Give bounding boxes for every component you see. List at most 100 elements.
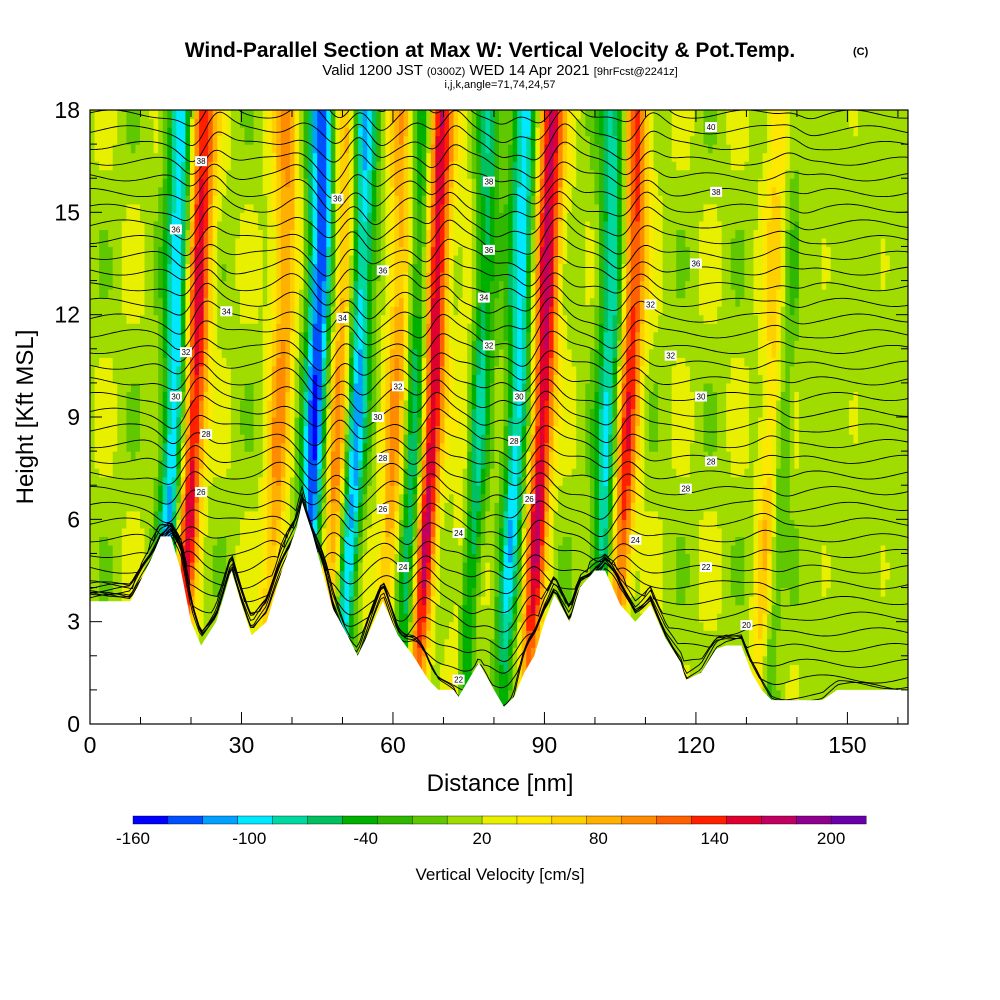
field-cell	[153, 340, 159, 350]
field-cell	[239, 237, 246, 248]
field-cell	[308, 110, 314, 120]
field-cell	[262, 476, 268, 486]
field-cell	[185, 297, 191, 307]
field-cell	[371, 425, 377, 435]
field-cell	[126, 425, 132, 435]
field-cell	[253, 357, 259, 367]
field-cell	[221, 178, 227, 188]
field-cell	[289, 331, 296, 341]
field-cell	[130, 280, 137, 290]
field-cell	[203, 587, 209, 597]
field-cell	[403, 570, 409, 580]
field-cell	[376, 561, 382, 572]
field-cell	[303, 493, 309, 503]
field-cell	[349, 527, 355, 537]
field-cell	[358, 476, 364, 486]
field-cell	[335, 127, 341, 137]
field-cell	[149, 365, 155, 375]
field-cell	[371, 604, 377, 614]
field-cell	[380, 161, 386, 171]
field-cell	[194, 434, 200, 444]
field-cell	[312, 519, 318, 529]
field-cell	[371, 186, 377, 196]
field-cell	[149, 297, 155, 307]
field-cell	[253, 254, 259, 265]
field-cell	[130, 169, 137, 179]
field-cell	[394, 178, 400, 188]
field-cell	[385, 195, 391, 205]
field-cell	[130, 272, 137, 282]
field-cell	[121, 544, 127, 555]
field-cell	[285, 374, 291, 384]
field-cell	[171, 237, 177, 248]
field-cell	[90, 203, 96, 213]
field-cell	[394, 434, 400, 444]
field-cell	[99, 306, 105, 316]
field-cell	[217, 536, 223, 546]
field-cell	[144, 425, 150, 435]
field-cell	[326, 417, 332, 427]
field-cell	[371, 118, 377, 128]
field-cell	[376, 374, 382, 384]
field-cell	[258, 272, 264, 282]
field-cell	[217, 527, 223, 537]
field-cell	[285, 425, 291, 435]
field-cell	[208, 169, 214, 179]
field-cell	[271, 425, 277, 435]
field-cell	[358, 331, 364, 341]
field-cell	[126, 323, 132, 333]
field-cell	[90, 152, 96, 162]
field-cell	[103, 272, 109, 282]
field-cell	[162, 272, 168, 282]
field-cell	[371, 613, 377, 623]
field-cell	[103, 493, 109, 503]
field-cell	[135, 237, 141, 248]
field-cell	[99, 357, 105, 367]
field-cell	[289, 374, 296, 384]
field-cell	[276, 553, 282, 563]
field-cell	[121, 493, 127, 503]
field-cell	[99, 391, 105, 401]
field-cell	[226, 195, 232, 205]
field-cell	[385, 246, 391, 256]
field-cell	[280, 468, 287, 478]
field-cell	[394, 442, 400, 452]
field-cell	[380, 169, 386, 179]
field-cell	[258, 459, 264, 469]
field-cell	[176, 434, 182, 444]
field-cell	[371, 237, 377, 248]
field-cell	[326, 161, 332, 171]
field-cell	[349, 459, 355, 469]
field-cell	[299, 425, 305, 435]
field-cell	[367, 510, 373, 520]
field-cell	[199, 254, 205, 265]
field-cell	[330, 553, 336, 563]
field-cell	[394, 195, 400, 205]
field-cell	[371, 161, 377, 171]
field-cell	[280, 391, 287, 401]
field-cell	[230, 306, 237, 316]
field-cell	[162, 476, 168, 486]
field-cell	[94, 178, 100, 188]
field-cell	[194, 468, 200, 478]
field-cell	[358, 485, 364, 495]
field-cell	[185, 596, 191, 606]
field-cell	[117, 510, 123, 520]
field-cell	[167, 476, 173, 486]
field-cell	[112, 135, 118, 145]
field-cell	[226, 203, 232, 213]
field-cell	[180, 203, 187, 213]
field-cell	[308, 195, 314, 205]
field-cell	[258, 203, 264, 213]
field-cell	[289, 399, 296, 410]
field-cell	[121, 237, 127, 248]
field-cell	[103, 229, 109, 239]
field-cell	[94, 365, 100, 375]
field-cell	[249, 570, 255, 580]
field-cell	[135, 399, 141, 410]
field-cell	[144, 263, 150, 273]
field-cell	[330, 272, 336, 282]
field-cell	[149, 510, 155, 520]
field-cell	[171, 263, 177, 273]
field-cell	[99, 544, 105, 555]
